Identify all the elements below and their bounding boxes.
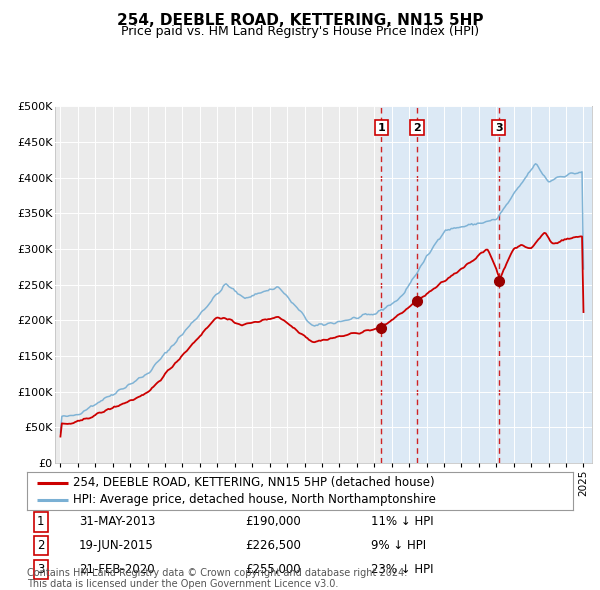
Text: 19-JUN-2015: 19-JUN-2015 [79,539,154,552]
Text: 3: 3 [37,563,44,576]
Text: £226,500: £226,500 [245,539,301,552]
Text: 254, DEEBLE ROAD, KETTERING, NN15 5HP (detached house): 254, DEEBLE ROAD, KETTERING, NN15 5HP (d… [73,476,435,489]
Text: 23% ↓ HPI: 23% ↓ HPI [371,563,433,576]
Text: £255,000: £255,000 [245,563,301,576]
Text: HPI: Average price, detached house, North Northamptonshire: HPI: Average price, detached house, Nort… [73,493,436,506]
Text: 9% ↓ HPI: 9% ↓ HPI [371,539,426,552]
Text: 2: 2 [37,539,44,552]
Text: 11% ↓ HPI: 11% ↓ HPI [371,515,434,529]
Text: 1: 1 [377,123,385,133]
Bar [55,106,382,463]
Text: £190,000: £190,000 [245,515,301,529]
Text: Price paid vs. HM Land Registry's House Price Index (HPI): Price paid vs. HM Land Registry's House … [121,25,479,38]
Text: 1: 1 [37,515,44,529]
Text: 21-FEB-2020: 21-FEB-2020 [79,563,154,576]
Text: 3: 3 [495,123,503,133]
Text: 31-MAY-2013: 31-MAY-2013 [79,515,155,529]
Text: 2: 2 [413,123,421,133]
Bar [382,106,592,463]
Text: 254, DEEBLE ROAD, KETTERING, NN15 5HP: 254, DEEBLE ROAD, KETTERING, NN15 5HP [117,13,483,28]
Text: Contains HM Land Registry data © Crown copyright and database right 2024.
This d: Contains HM Land Registry data © Crown c… [27,568,407,589]
